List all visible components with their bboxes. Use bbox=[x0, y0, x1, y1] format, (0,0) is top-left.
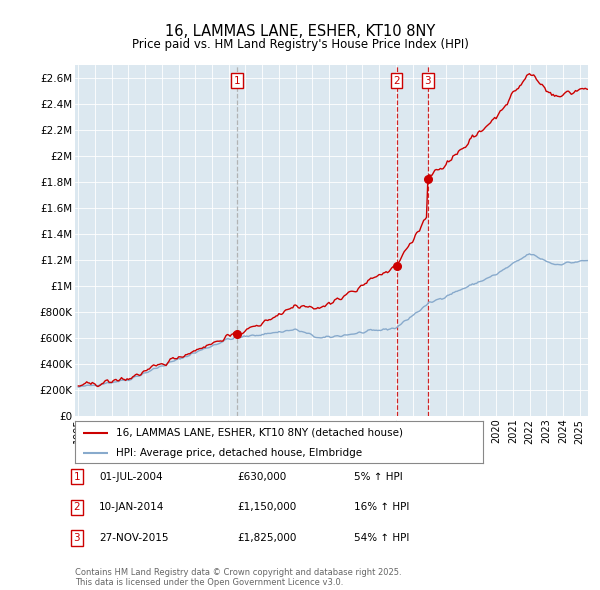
Text: 5% ↑ HPI: 5% ↑ HPI bbox=[354, 472, 403, 481]
Text: 2: 2 bbox=[393, 76, 400, 86]
Text: Price paid vs. HM Land Registry's House Price Index (HPI): Price paid vs. HM Land Registry's House … bbox=[131, 38, 469, 51]
Text: 27-NOV-2015: 27-NOV-2015 bbox=[99, 533, 169, 543]
Text: 2: 2 bbox=[73, 503, 80, 512]
Text: 16% ↑ HPI: 16% ↑ HPI bbox=[354, 503, 409, 512]
Text: 16, LAMMAS LANE, ESHER, KT10 8NY (detached house): 16, LAMMAS LANE, ESHER, KT10 8NY (detach… bbox=[116, 428, 403, 438]
Text: 3: 3 bbox=[425, 76, 431, 86]
Text: 16, LAMMAS LANE, ESHER, KT10 8NY: 16, LAMMAS LANE, ESHER, KT10 8NY bbox=[165, 24, 435, 38]
Text: 1: 1 bbox=[234, 76, 241, 86]
Text: 1: 1 bbox=[73, 472, 80, 481]
Text: £630,000: £630,000 bbox=[237, 472, 286, 481]
Text: £1,825,000: £1,825,000 bbox=[237, 533, 296, 543]
Text: 3: 3 bbox=[73, 533, 80, 543]
Text: HPI: Average price, detached house, Elmbridge: HPI: Average price, detached house, Elmb… bbox=[116, 448, 362, 457]
Text: Contains HM Land Registry data © Crown copyright and database right 2025.
This d: Contains HM Land Registry data © Crown c… bbox=[75, 568, 401, 587]
Text: 01-JUL-2004: 01-JUL-2004 bbox=[99, 472, 163, 481]
Text: 54% ↑ HPI: 54% ↑ HPI bbox=[354, 533, 409, 543]
Text: £1,150,000: £1,150,000 bbox=[237, 503, 296, 512]
Text: 10-JAN-2014: 10-JAN-2014 bbox=[99, 503, 164, 512]
